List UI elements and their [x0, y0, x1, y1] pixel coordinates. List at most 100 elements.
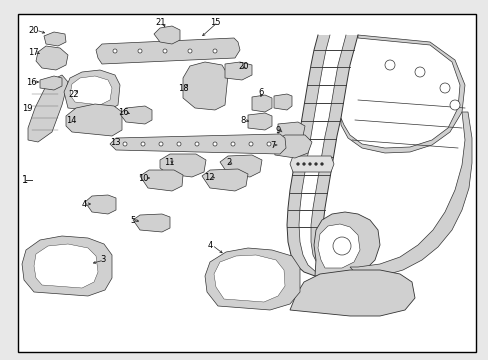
Circle shape [163, 49, 167, 53]
Text: 9: 9 [275, 126, 281, 135]
Circle shape [308, 162, 311, 166]
Polygon shape [183, 62, 227, 110]
Polygon shape [310, 242, 325, 255]
Circle shape [159, 142, 163, 146]
Text: 4: 4 [82, 199, 87, 208]
Polygon shape [70, 76, 112, 105]
Text: 11: 11 [163, 158, 174, 166]
Polygon shape [298, 118, 313, 136]
Polygon shape [202, 169, 247, 191]
Polygon shape [287, 190, 302, 208]
Polygon shape [341, 35, 357, 50]
Text: 6: 6 [258, 87, 263, 96]
Circle shape [113, 49, 117, 53]
Polygon shape [328, 100, 343, 118]
Polygon shape [289, 172, 305, 190]
Polygon shape [64, 70, 120, 112]
Polygon shape [310, 50, 325, 65]
Polygon shape [224, 62, 251, 80]
Polygon shape [273, 94, 291, 110]
Polygon shape [337, 50, 353, 65]
Text: 21: 21 [155, 18, 165, 27]
Text: 13: 13 [110, 138, 121, 147]
Polygon shape [34, 244, 98, 288]
Polygon shape [305, 82, 319, 100]
Circle shape [314, 162, 317, 166]
Polygon shape [28, 75, 68, 142]
Polygon shape [160, 154, 205, 177]
Polygon shape [247, 113, 271, 130]
Circle shape [230, 142, 235, 146]
Text: 22: 22 [68, 90, 79, 99]
Polygon shape [325, 272, 349, 276]
Polygon shape [331, 82, 346, 100]
Polygon shape [40, 76, 62, 90]
Polygon shape [310, 225, 323, 242]
Polygon shape [120, 106, 152, 124]
Polygon shape [340, 35, 464, 153]
Polygon shape [251, 95, 271, 112]
Circle shape [187, 49, 192, 53]
Polygon shape [321, 136, 336, 154]
Circle shape [213, 142, 217, 146]
Circle shape [248, 142, 252, 146]
Polygon shape [295, 136, 310, 154]
Text: 14: 14 [66, 116, 76, 125]
Polygon shape [85, 195, 116, 214]
Polygon shape [334, 65, 349, 82]
Circle shape [296, 162, 299, 166]
Text: 16: 16 [26, 77, 37, 86]
Polygon shape [66, 104, 122, 136]
Text: 8: 8 [240, 116, 245, 125]
Polygon shape [313, 35, 329, 50]
Polygon shape [110, 134, 285, 154]
Polygon shape [295, 265, 315, 272]
Polygon shape [22, 236, 112, 296]
Text: 20: 20 [238, 62, 248, 71]
Polygon shape [318, 154, 333, 172]
Circle shape [302, 162, 305, 166]
Polygon shape [287, 242, 303, 255]
Text: 5: 5 [130, 216, 135, 225]
Polygon shape [317, 265, 337, 272]
Text: 4: 4 [207, 240, 213, 249]
Circle shape [177, 142, 181, 146]
Polygon shape [290, 255, 307, 265]
Polygon shape [220, 155, 262, 177]
Polygon shape [325, 118, 340, 136]
Text: 10: 10 [138, 174, 148, 183]
Circle shape [141, 142, 145, 146]
Text: 12: 12 [203, 172, 214, 181]
Circle shape [332, 237, 350, 255]
Circle shape [384, 60, 394, 70]
Polygon shape [154, 26, 180, 44]
Text: 17: 17 [28, 48, 39, 57]
Polygon shape [349, 112, 471, 276]
Circle shape [439, 83, 449, 93]
Polygon shape [204, 248, 299, 310]
Polygon shape [214, 255, 285, 302]
Polygon shape [304, 272, 326, 276]
Polygon shape [307, 65, 323, 82]
Circle shape [123, 142, 127, 146]
Text: 7: 7 [269, 140, 275, 149]
Polygon shape [310, 208, 325, 225]
Circle shape [414, 67, 424, 77]
Text: 18: 18 [178, 84, 188, 93]
Circle shape [320, 162, 323, 166]
Polygon shape [140, 170, 183, 191]
Polygon shape [315, 172, 330, 190]
Text: 3: 3 [100, 256, 105, 265]
Polygon shape [286, 208, 299, 225]
Text: 1: 1 [22, 175, 28, 185]
Polygon shape [36, 46, 68, 70]
Circle shape [266, 142, 270, 146]
Polygon shape [271, 135, 311, 158]
Circle shape [195, 142, 199, 146]
Polygon shape [292, 154, 307, 172]
Polygon shape [312, 255, 329, 265]
Text: 2: 2 [225, 158, 231, 166]
Circle shape [138, 49, 142, 53]
Polygon shape [133, 214, 170, 232]
Polygon shape [313, 212, 379, 276]
